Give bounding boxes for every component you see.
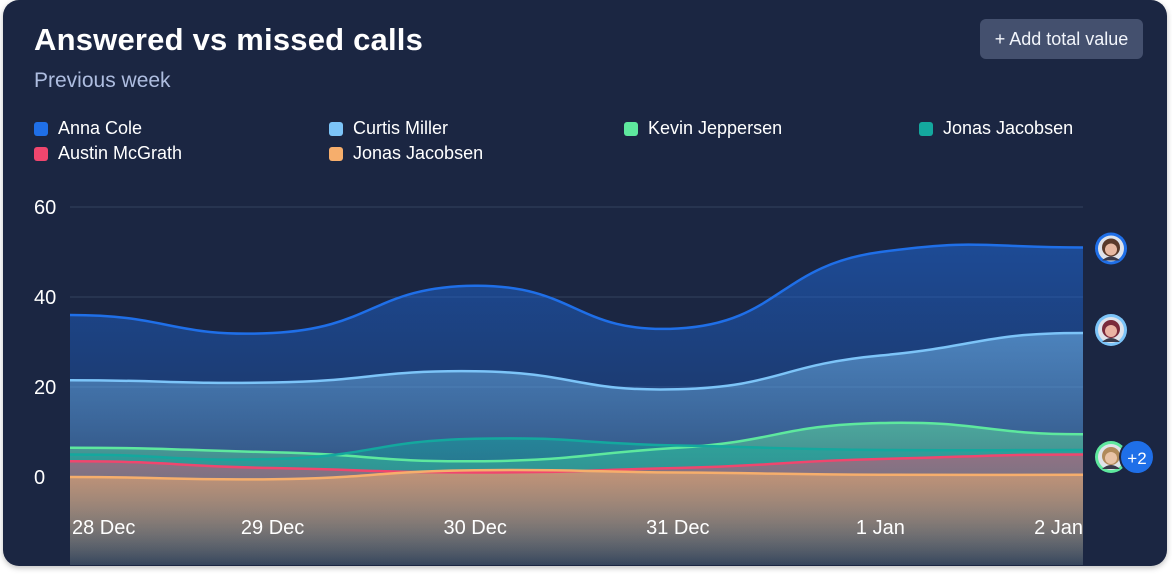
area-chart: 0 20 40 60 28 Dec 29 Dec 30 Dec 31 Dec 1 Jan 2 Ja…: [34, 197, 1155, 565]
legend-swatch: [624, 121, 638, 136]
series-lines: [70, 243, 1083, 481]
avatar-kevin-jeppersen[interactable]: [1095, 441, 1127, 473]
x-tick-label: 29 Dec: [241, 517, 304, 539]
legend-item-jonas-jacobsen-orange[interactable]: Jonas Jacobsen: [329, 143, 483, 164]
legend-swatch: [329, 121, 343, 136]
legend-swatch: [919, 121, 933, 136]
legend-swatch: [34, 121, 48, 136]
area-jonas-jacobsen-5: [70, 469, 1083, 565]
y-tick-label-0: 0: [34, 467, 45, 489]
avatar-anna-cole[interactable]: [1095, 232, 1127, 265]
line-kevin-jeppersen-2[interactable]: [70, 421, 1083, 463]
chart-title: Answered vs missed calls: [34, 22, 424, 57]
legend-item-curtis-miller[interactable]: Curtis Miller: [329, 118, 448, 139]
legend-item-kevin-jeppersen[interactable]: Kevin Jeppersen: [624, 118, 782, 139]
avatar-curtis-miller[interactable]: [1095, 314, 1127, 346]
x-tick-label: 1 Jan: [856, 517, 905, 539]
line-jonas-jacobsen-5[interactable]: [70, 468, 1083, 481]
legend-label: Kevin Jeppersen: [648, 118, 783, 138]
chart-subtitle: Previous week: [34, 69, 171, 92]
legend-swatch: [34, 146, 48, 161]
legend-item-jonas-jacobsen-teal[interactable]: Jonas Jacobsen: [919, 118, 1073, 139]
y-tick-label-40: 40: [34, 287, 56, 309]
line-anna-cole-0[interactable]: [70, 243, 1083, 335]
y-tick-label-60: 60: [34, 197, 56, 219]
more-avatars-badge[interactable]: +2: [1119, 439, 1155, 475]
x-tick-label: 28 Dec: [72, 517, 135, 539]
legend-label: Austin McGrath: [58, 143, 183, 163]
legend-swatch: [329, 146, 343, 161]
line-jonas-jacobsen-3[interactable]: [70, 437, 1083, 461]
legend-item-anna-cole[interactable]: Anna Cole: [34, 118, 142, 139]
add-total-value-button[interactable]: + Add total value: [980, 19, 1143, 59]
x-tick-label: 31 Dec: [646, 517, 709, 539]
legend-label: Curtis Miller: [353, 118, 449, 138]
chart-card: Answered vs missed calls Previous week +…: [3, 0, 1167, 566]
legend-item-austin-mcgrath[interactable]: Austin McGrath: [34, 143, 182, 164]
more-avatars-count: +2: [1127, 449, 1146, 468]
x-tick-label: 30 Dec: [444, 517, 507, 539]
legend-label: Jonas Jacobsen: [943, 118, 1074, 138]
line-curtis-miller-1[interactable]: [70, 331, 1083, 391]
x-tick-label: 2 Jan: [1034, 517, 1083, 539]
legend-label: Jonas Jacobsen: [353, 143, 484, 163]
y-tick-label-20: 20: [34, 377, 56, 399]
series-areas: [70, 244, 1083, 565]
legend-label: Anna Cole: [58, 118, 143, 138]
